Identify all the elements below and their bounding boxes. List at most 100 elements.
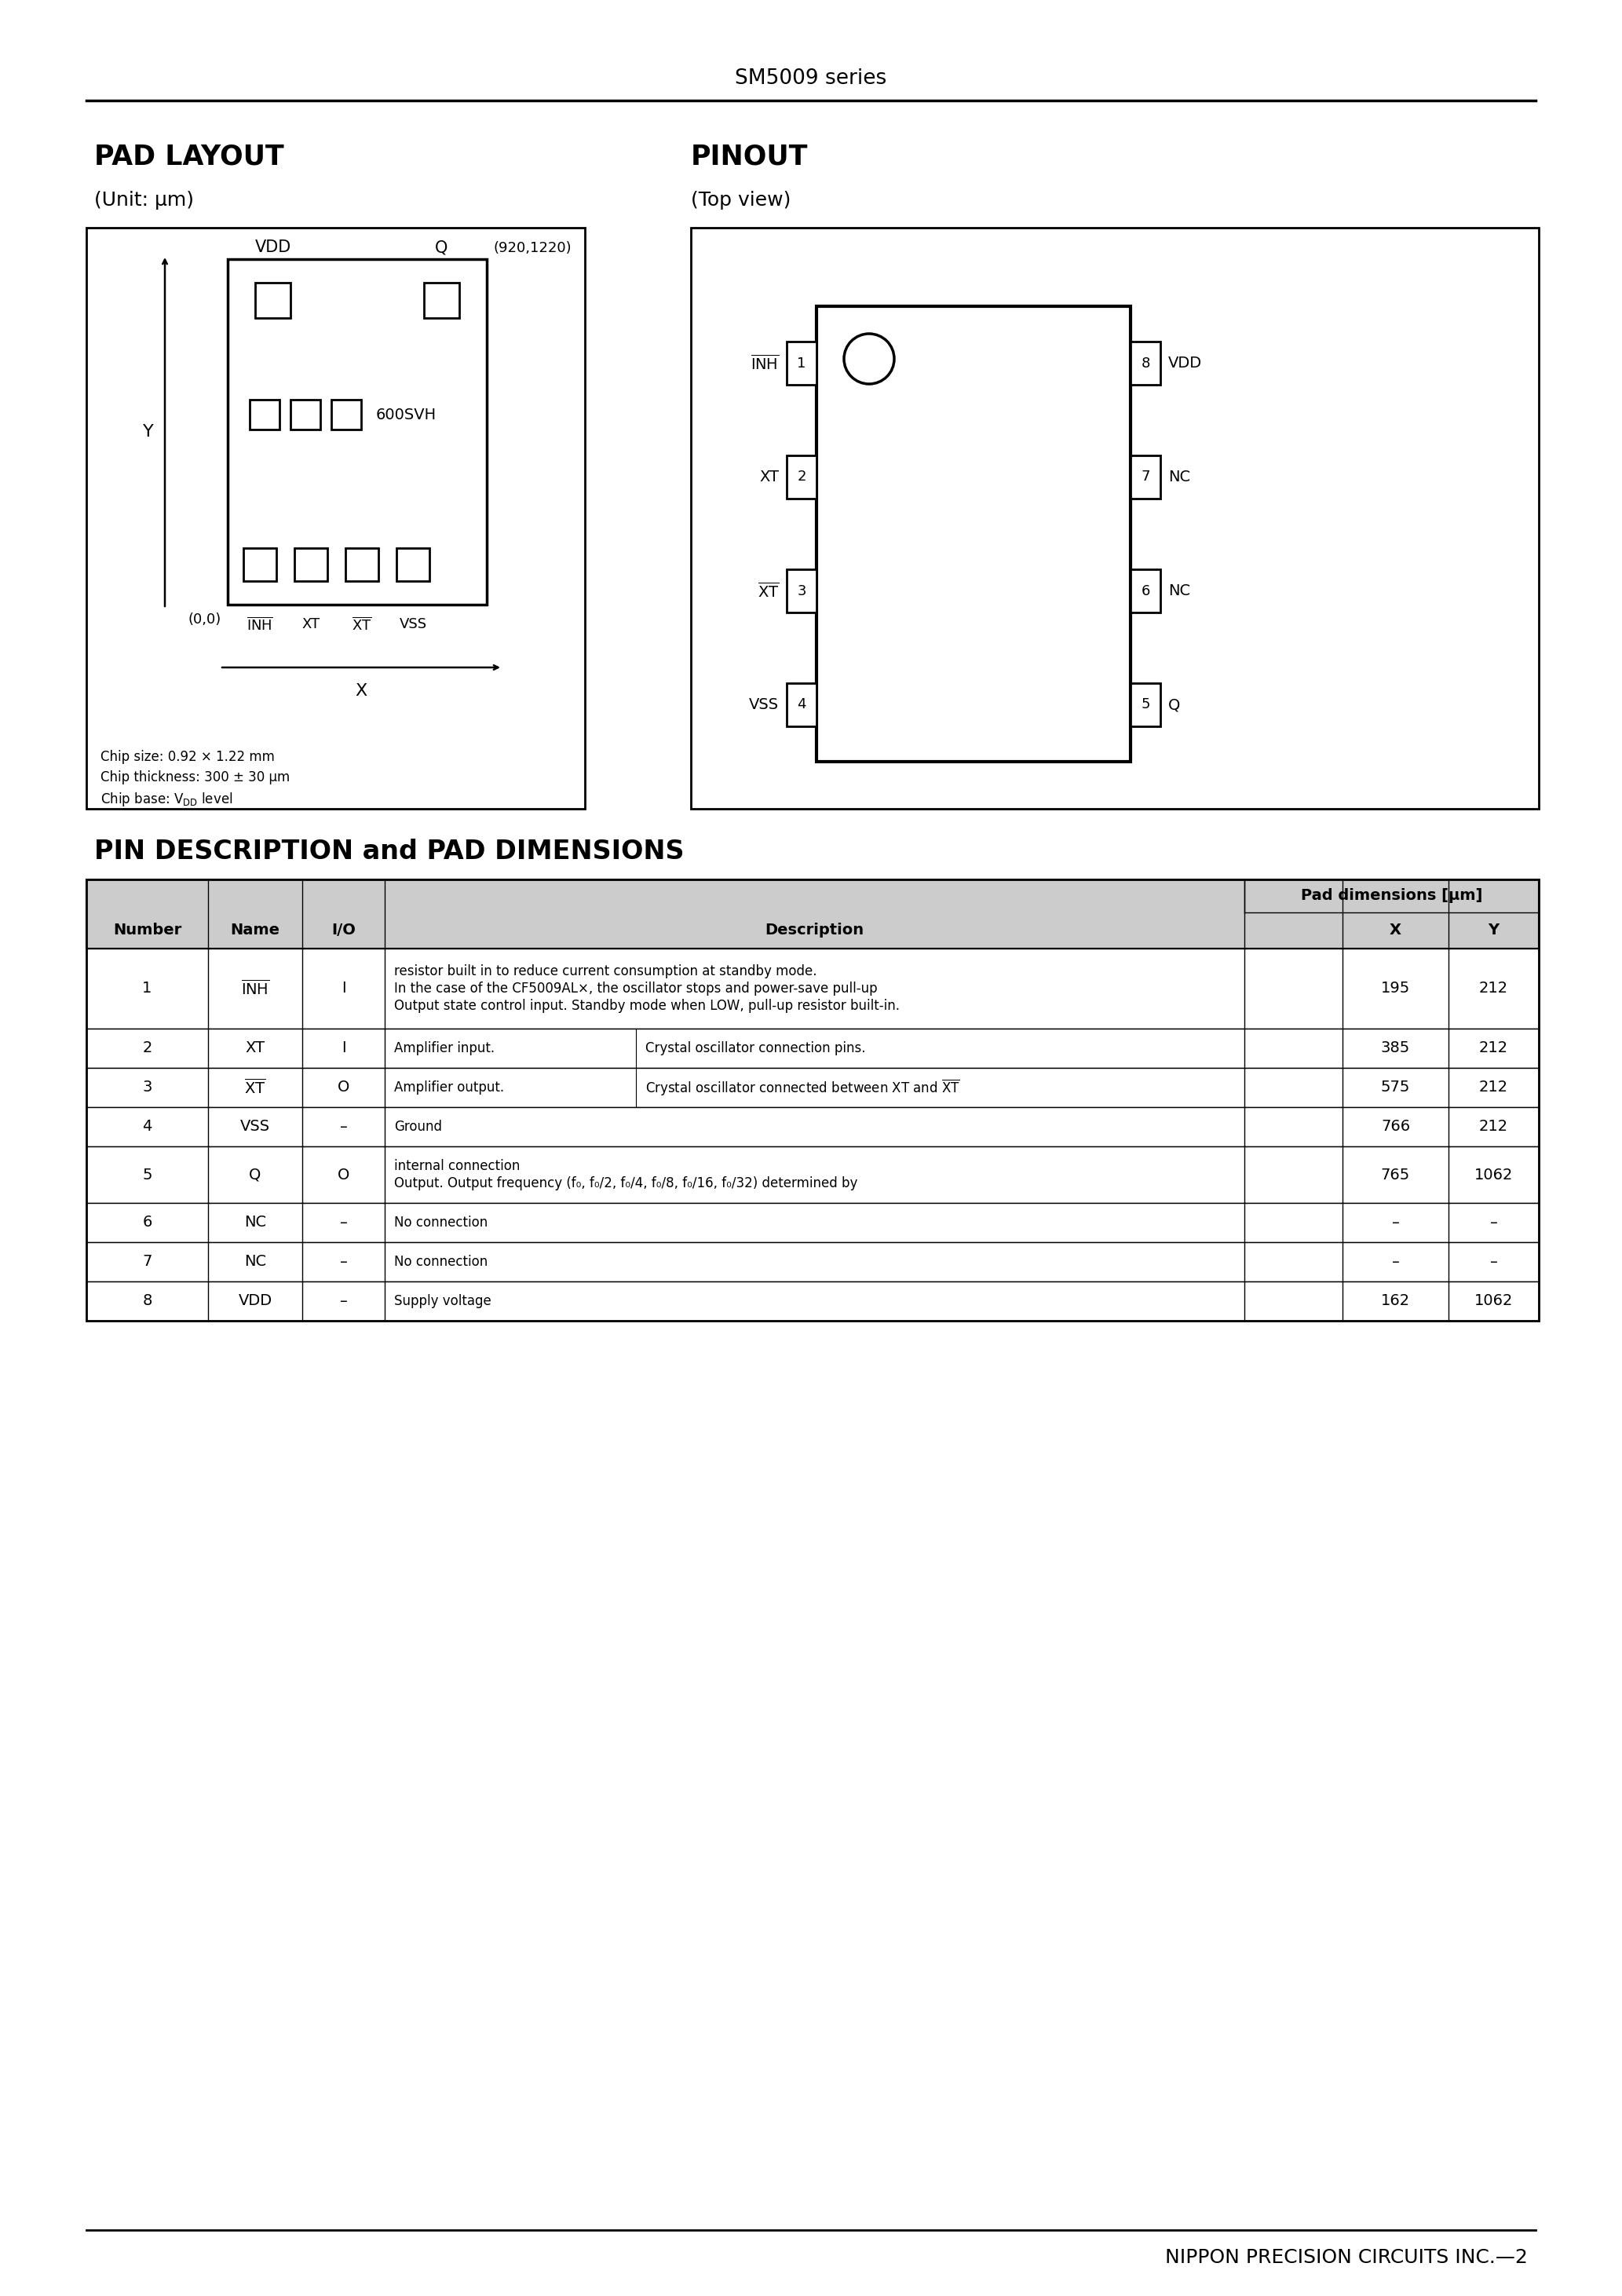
Text: 7: 7 — [1140, 471, 1150, 484]
Bar — [1131, 684, 1160, 726]
Text: 6: 6 — [143, 1215, 152, 1231]
Text: VDD: VDD — [255, 239, 290, 255]
Text: Y: Y — [143, 425, 154, 441]
Bar — [396, 549, 430, 581]
Text: $\overline{\rm INH}$: $\overline{\rm INH}$ — [242, 980, 269, 999]
Bar — [290, 400, 320, 429]
Text: XT: XT — [759, 471, 779, 484]
Text: 6: 6 — [1140, 583, 1150, 597]
Text: 1: 1 — [796, 356, 806, 370]
Text: VDD: VDD — [1168, 356, 1202, 370]
Text: X: X — [355, 684, 367, 698]
Bar — [816, 305, 1131, 762]
Bar — [331, 400, 362, 429]
Text: 385: 385 — [1380, 1040, 1410, 1056]
Text: $\overline{\rm XT}$: $\overline{\rm XT}$ — [245, 1079, 266, 1097]
Text: Ground: Ground — [394, 1120, 443, 1134]
Text: 600SVH: 600SVH — [376, 406, 436, 422]
Text: NC: NC — [245, 1215, 266, 1231]
Text: (0,0): (0,0) — [188, 613, 221, 627]
Text: XT: XT — [302, 618, 320, 631]
Text: I: I — [341, 1040, 345, 1056]
Bar — [227, 259, 487, 604]
Bar — [86, 1281, 1539, 1320]
Text: NC: NC — [1168, 471, 1191, 484]
Text: $\overline{\rm INH}$: $\overline{\rm INH}$ — [247, 618, 272, 634]
Bar — [86, 1068, 1539, 1107]
Text: 1: 1 — [143, 980, 152, 996]
Text: 2: 2 — [143, 1040, 152, 1056]
Text: VSS: VSS — [240, 1120, 271, 1134]
Text: resistor built in to reduce current consumption at standby mode.: resistor built in to reduce current cons… — [394, 964, 817, 978]
Text: X: X — [1390, 923, 1401, 939]
Text: Crystal oscillator connected between XT and $\overline{\rm XT}$: Crystal oscillator connected between XT … — [646, 1077, 960, 1097]
Circle shape — [843, 333, 894, 383]
Bar — [86, 1242, 1539, 1281]
Text: NC: NC — [1168, 583, 1191, 599]
Bar — [423, 282, 459, 319]
Text: 8: 8 — [143, 1293, 152, 1309]
Text: 5: 5 — [143, 1166, 152, 1182]
Text: Number: Number — [114, 923, 182, 939]
Bar — [86, 1107, 1539, 1146]
Text: –: – — [1392, 1215, 1400, 1231]
Text: O: O — [337, 1079, 349, 1095]
Text: VSS: VSS — [749, 698, 779, 712]
Bar — [243, 549, 276, 581]
Text: 212: 212 — [1479, 1040, 1508, 1056]
Text: 2: 2 — [796, 471, 806, 484]
Text: I: I — [341, 980, 345, 996]
Text: 4: 4 — [796, 698, 806, 712]
Bar — [86, 948, 1539, 1029]
Bar — [787, 569, 816, 613]
Bar — [691, 227, 1539, 808]
Text: PINOUT: PINOUT — [691, 145, 808, 170]
Bar — [86, 227, 586, 808]
Text: –: – — [339, 1215, 347, 1231]
Text: 1062: 1062 — [1474, 1293, 1513, 1309]
Text: SM5009 series: SM5009 series — [735, 69, 887, 90]
Bar — [255, 282, 290, 319]
Text: –: – — [1392, 1254, 1400, 1270]
Bar — [345, 549, 378, 581]
Text: NC: NC — [245, 1254, 266, 1270]
Bar — [86, 1203, 1539, 1242]
Text: Chip base: V$_\mathregular{DD}$ level: Chip base: V$_\mathregular{DD}$ level — [101, 790, 232, 808]
Text: Output state control input. Standby mode when LOW, pull-up resistor built-in.: Output state control input. Standby mode… — [394, 999, 900, 1013]
Text: (920,1220): (920,1220) — [493, 241, 571, 255]
Text: In the case of the CF5009AL×, the oscillator stops and power-save pull-up: In the case of the CF5009AL×, the oscill… — [394, 980, 878, 996]
Text: (Top view): (Top view) — [691, 191, 792, 209]
Bar — [1131, 342, 1160, 386]
Text: 575: 575 — [1380, 1079, 1410, 1095]
Bar — [787, 684, 816, 726]
Text: PIN DESCRIPTION and PAD DIMENSIONS: PIN DESCRIPTION and PAD DIMENSIONS — [94, 838, 684, 866]
Text: Pad dimensions [μm]: Pad dimensions [μm] — [1301, 889, 1483, 902]
Text: 5: 5 — [1140, 698, 1150, 712]
Text: Q: Q — [250, 1166, 261, 1182]
Text: $\overline{\rm XT}$: $\overline{\rm XT}$ — [757, 581, 779, 599]
Text: Chip size: 0.92 × 1.22 mm: Chip size: 0.92 × 1.22 mm — [101, 751, 274, 765]
Text: Q: Q — [1168, 698, 1181, 712]
Bar — [787, 342, 816, 386]
Text: 195: 195 — [1380, 980, 1410, 996]
Text: Amplifier input.: Amplifier input. — [394, 1040, 495, 1056]
Text: 1062: 1062 — [1474, 1166, 1513, 1182]
Text: 212: 212 — [1479, 1079, 1508, 1095]
Text: $\overline{\rm INH}$: $\overline{\rm INH}$ — [751, 354, 779, 372]
Text: No connection: No connection — [394, 1256, 488, 1270]
Text: 3: 3 — [796, 583, 806, 597]
Bar — [86, 1146, 1539, 1203]
Text: Supply voltage: Supply voltage — [394, 1295, 491, 1309]
Text: NIPPON PRECISION CIRCUITS INC.—2: NIPPON PRECISION CIRCUITS INC.—2 — [1165, 2248, 1528, 2266]
Text: PAD LAYOUT: PAD LAYOUT — [94, 145, 284, 170]
Text: Chip thickness: 300 ± 30 μm: Chip thickness: 300 ± 30 μm — [101, 769, 290, 785]
Text: 766: 766 — [1380, 1120, 1410, 1134]
Bar — [86, 879, 1539, 948]
Bar — [1244, 879, 1539, 912]
Bar — [250, 400, 279, 429]
Text: –: – — [339, 1293, 347, 1309]
Bar — [86, 879, 1539, 1320]
Text: Y: Y — [1487, 923, 1499, 939]
Text: VSS: VSS — [399, 618, 427, 631]
Bar — [86, 879, 1539, 948]
